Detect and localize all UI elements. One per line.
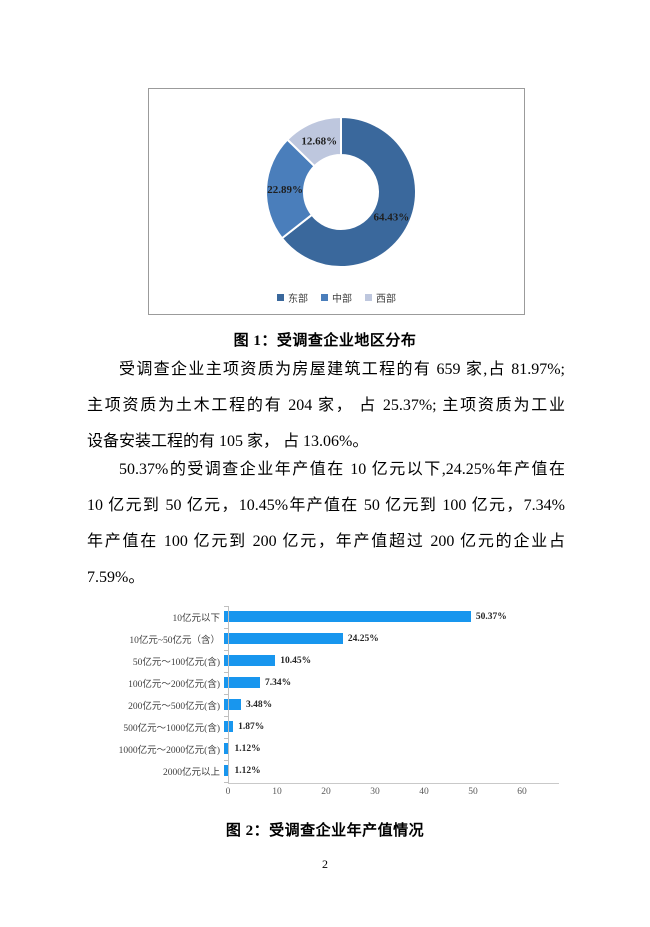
paragraph-line: 10 亿元到 50 亿元，10.45%年产值在 50 亿元到 100 亿元，7.… [87, 497, 565, 514]
pie-value-label: 22.89% [267, 184, 303, 196]
value-axis-tick-label: 20 [321, 787, 331, 797]
legend-swatch-icon [277, 294, 284, 301]
value-axis-tick-label: 0 [225, 787, 231, 797]
category-axis-tick [224, 650, 228, 651]
bar-row: 100亿元～200亿元(含) 7.34% [90, 672, 570, 694]
pie-legend: 东部 中部 西部 [149, 290, 524, 305]
bar-plot-area: 1.12% [224, 738, 570, 760]
paragraph-line: 设备安装工程的有 105 家， 占 13.06%。 [87, 433, 369, 450]
bar-row: 1000亿元～2000亿元(含) 1.12% [90, 738, 570, 760]
page-number: 2 [322, 857, 328, 871]
bar-category-label: 2000亿元以上 [162, 768, 220, 778]
bar-plot-area: 1.12% [224, 760, 570, 782]
bar-row: 50亿元～100亿元(含) 10.45% [90, 650, 570, 672]
bar-category-label: 100亿元～200亿元(含) [128, 680, 220, 690]
bar-category-label: 10亿元以下 [172, 614, 220, 624]
bar-category-label: 500亿元～1000亿元(含) [123, 724, 220, 734]
category-axis-tick [224, 606, 228, 607]
bar-row: 10亿元~50亿元（含） 24.25% [90, 628, 570, 650]
value-axis-tick-label: 50 [468, 787, 478, 797]
paragraph-line: 受调查企业主项资质为房屋建筑工程的有 659 家,占 81.97%; [119, 361, 565, 378]
category-axis-line [228, 606, 229, 783]
bar-plot-area: 3.48% [224, 694, 570, 716]
pie-slice [280, 116, 417, 268]
bar [224, 699, 242, 710]
legend-swatch-icon [365, 294, 372, 301]
bar [224, 743, 230, 754]
pie-slice [286, 116, 342, 168]
bar-row: 2000亿元以上 1.12% [90, 760, 570, 782]
legend-label: 西部 [376, 294, 396, 305]
category-axis-tick [224, 782, 228, 783]
figure2-caption: 图 2：受调查企业年产值情况 [225, 823, 425, 839]
bar-category-label: 50亿元～100亿元(含) [132, 658, 220, 668]
bar [224, 677, 260, 688]
category-axis-tick [224, 760, 228, 761]
legend-swatch-icon [321, 294, 328, 301]
figure1-caption: 图 1：受调查企业地区分布 [233, 333, 417, 349]
bar-rows: 10亿元以下 50.37% 10亿元~50亿元（含） 24.25% 50亿元～100亿元… [90, 606, 570, 782]
value-axis-line [228, 783, 559, 784]
bar-plot-area: 50.37% [224, 606, 570, 628]
bar-value-label: 50.37% [475, 612, 507, 622]
figure1-donut-chart: 64.43% 22.89% 12.68% 东部 中部 西部 [148, 88, 525, 315]
pie-value-label: 64.43% [373, 212, 409, 224]
category-axis-tick [224, 628, 228, 629]
paragraph-line: 年产值在 100 亿元到 200 亿元，年产值超过 200 亿元的企业占 [87, 533, 565, 550]
bar-value-label: 1.12% [234, 744, 261, 754]
bar-category-label: 1000亿元～2000亿元(含) [118, 746, 220, 756]
paragraph-qualification-stats: 受调查企业主项资质为房屋建筑工程的有 659 家,占 81.97%; 主项资质为… [87, 352, 565, 460]
category-axis-tick [224, 738, 228, 739]
paragraph-output-value-stats: 50.37%的受调查企业年产值在 10 亿元以下,24.25%年产值在 10 亿… [87, 452, 565, 596]
bar-value-label: 10.45% [280, 656, 312, 666]
bar-value-label: 7.34% [264, 678, 292, 688]
bar [224, 765, 230, 776]
paragraph-line: 7.59%。 [87, 569, 145, 586]
value-axis-tick-label: 30 [370, 787, 380, 797]
bar-plot-area: 1.87% [224, 716, 570, 738]
bar-value-label: 1.87% [238, 722, 265, 732]
bar-value-label: 24.25% [347, 634, 379, 644]
bar-plot-area: 7.34% [224, 672, 570, 694]
value-axis-tick-label: 10 [272, 787, 282, 797]
bar-value-label: 3.48% [246, 700, 273, 710]
bar-category-label: 10亿元~50亿元（含） [129, 636, 220, 646]
paragraph-line: 主项资质为土木工程的有 204 家， 占 25.37%; 主项资质为工业 [87, 397, 565, 414]
legend-item: 中部 [321, 290, 352, 305]
value-axis-tick-label: 60 [517, 787, 527, 797]
paragraph-line: 50.37%的受调查企业年产值在 10 亿元以下,24.25%年产值在 [119, 461, 565, 478]
bar [224, 611, 471, 622]
category-axis-tick [224, 694, 228, 695]
bar-row: 200亿元～500亿元(含) 3.48% [90, 694, 570, 716]
pie-value-label: 12.68% [301, 135, 337, 147]
legend-item: 东部 [277, 290, 308, 305]
donut-chart-canvas: 64.43% 22.89% 12.68% [265, 116, 417, 268]
legend-item: 西部 [365, 290, 396, 305]
bar [224, 655, 276, 666]
bar-row: 500亿元～1000亿元(含) 1.87% [90, 716, 570, 738]
bar-value-label: 1.12% [234, 766, 261, 776]
bar [224, 633, 343, 644]
category-axis-tick [224, 672, 228, 673]
legend-label: 东部 [288, 294, 308, 305]
legend-label: 中部 [332, 294, 352, 305]
bar-plot-area: 24.25% [224, 628, 570, 650]
bar-category-label: 200亿元～500亿元(含) [128, 702, 220, 712]
bar-plot-area: 10.45% [224, 650, 570, 672]
value-axis-tick-label: 40 [419, 787, 429, 797]
category-axis-tick [224, 716, 228, 717]
bar-row: 10亿元以下 50.37% [90, 606, 570, 628]
figure2-bar-chart: 10亿元以下 50.37% 10亿元~50亿元（含） 24.25% 50亿元～100亿元… [90, 606, 570, 806]
